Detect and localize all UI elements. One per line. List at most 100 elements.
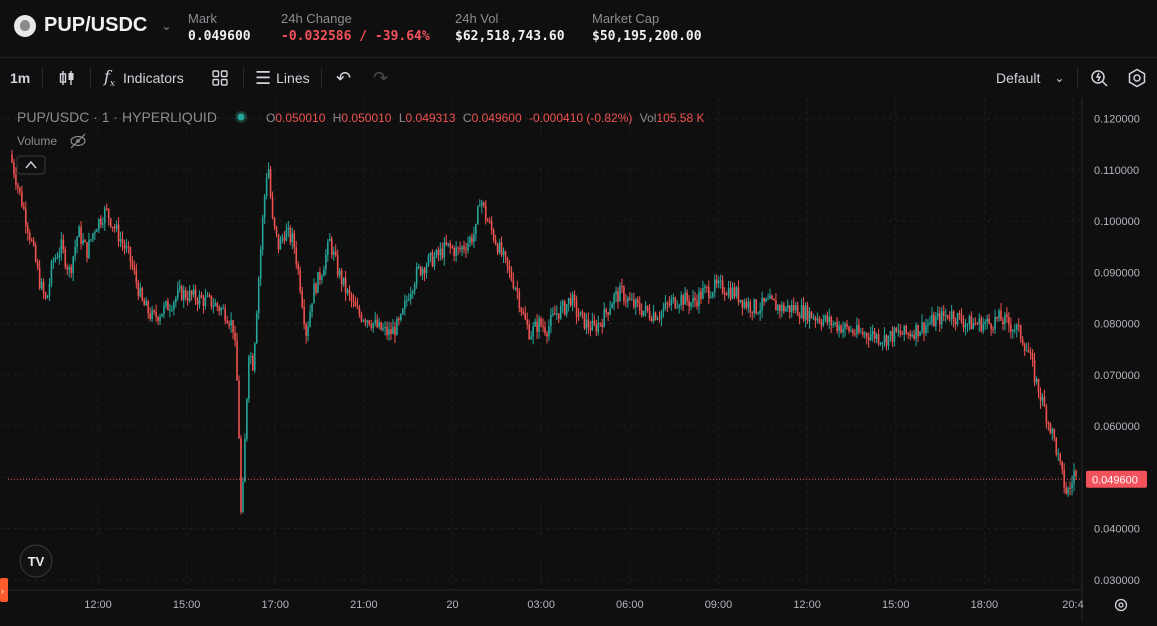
candle-body	[559, 305, 562, 319]
candle-body	[749, 302, 752, 312]
collapse-legend-button[interactable]	[16, 155, 46, 175]
hide-eye-icon[interactable]	[70, 133, 86, 149]
candle-body	[757, 313, 759, 315]
candle-body	[850, 330, 852, 332]
candle-body	[518, 291, 521, 308]
pair-selector[interactable]: PUP/USDC ⌄	[14, 14, 171, 37]
toolbar-divider	[321, 68, 322, 88]
candle-body	[1023, 344, 1026, 351]
candle-body	[1075, 470, 1077, 477]
candle-body	[238, 380, 240, 439]
candle-body	[184, 290, 187, 299]
candlestick-chart[interactable]: 0.120000 0.110000 0.100000 0.090000 0.080000…	[0, 98, 1157, 621]
candle-body	[1051, 429, 1054, 433]
candle-body	[419, 266, 422, 276]
candle-body	[644, 305, 647, 311]
candle-body	[516, 288, 519, 292]
candle-body	[804, 305, 807, 320]
candle-body	[988, 318, 990, 324]
lines-button[interactable]: ☰ Lines	[255, 58, 310, 98]
legend-l-label: L	[399, 111, 406, 125]
candle-body	[103, 208, 106, 224]
undo-icon[interactable]: ↶	[336, 67, 352, 88]
candle-body	[307, 326, 309, 336]
layouts-grid-icon[interactable]	[211, 58, 229, 98]
candle-body	[956, 313, 959, 324]
candle-body	[739, 299, 742, 302]
candle-body	[745, 301, 748, 308]
candle-body	[250, 355, 252, 357]
candle-body	[165, 301, 167, 306]
candle-body	[372, 323, 375, 328]
candle-body	[692, 297, 694, 303]
candle-body	[88, 239, 90, 258]
candle-body	[785, 308, 787, 312]
candle-body	[1033, 360, 1036, 383]
candle-body	[394, 327, 396, 336]
axis-settings-icon[interactable]	[1114, 598, 1128, 612]
candle-body	[471, 237, 473, 242]
candle-body	[603, 308, 605, 327]
candle-body	[826, 315, 829, 323]
candle-body	[68, 266, 71, 270]
candle-body	[255, 312, 258, 344]
candle-body	[188, 290, 191, 301]
time-tick-label: 21:00	[350, 599, 378, 611]
candle-body	[913, 334, 915, 339]
candle-body	[725, 294, 728, 296]
candle-body	[297, 264, 300, 270]
candle-body	[291, 233, 294, 243]
candle-body	[490, 221, 493, 231]
candle-body	[441, 248, 444, 258]
candle-body	[147, 301, 149, 314]
candle-body	[1043, 396, 1046, 407]
candle-body	[935, 316, 937, 327]
tradingview-logo-icon[interactable]: TV	[19, 544, 53, 578]
chevron-up-icon	[25, 160, 37, 169]
candle-body	[808, 311, 811, 322]
candle-body	[629, 297, 631, 300]
candle-body	[605, 308, 607, 313]
candle-body	[202, 297, 205, 306]
candle-body	[812, 317, 815, 319]
expand-panel-icon[interactable]: ›	[0, 578, 8, 602]
time-tick-label: 18:00	[971, 599, 999, 611]
chevron-down-icon[interactable]: ⌄	[161, 18, 172, 33]
svg-text:›: ›	[1, 586, 4, 596]
interval-button[interactable]: 1m	[10, 70, 31, 86]
candle-body	[658, 318, 661, 320]
candle-body	[891, 331, 894, 342]
candle-body	[117, 224, 120, 242]
price-axis[interactable]: 0.120000 0.110000 0.100000 0.090000 0.080000…	[1094, 114, 1140, 587]
candle-body	[790, 305, 793, 313]
candle-body	[153, 310, 155, 312]
candle-body	[909, 333, 911, 337]
layout-selector[interactable]: Default ⌄	[996, 58, 1064, 98]
candle-body	[76, 237, 78, 247]
redo-icon[interactable]: ↷	[373, 67, 389, 88]
candle-body	[228, 322, 230, 326]
candle-body	[459, 248, 461, 250]
candle-body	[323, 269, 325, 277]
candle-type-icon[interactable]	[58, 58, 76, 98]
candle-body	[832, 323, 834, 326]
candle-body	[469, 237, 471, 244]
time-tick-label: 20	[446, 599, 458, 611]
price-chart-area[interactable]: 0.120000 0.110000 0.100000 0.090000 0.080000…	[0, 98, 1157, 621]
indicators-button[interactable]: fx Indicators	[104, 58, 184, 98]
candle-body	[585, 319, 588, 329]
quick-search-icon[interactable]	[1090, 58, 1110, 98]
candle-body	[1049, 423, 1052, 433]
candle-body	[246, 398, 248, 440]
candle-body	[447, 243, 450, 245]
candle-body	[1021, 339, 1024, 345]
candle-body	[897, 330, 900, 332]
candle-body	[413, 284, 416, 292]
settings-gear-icon[interactable]	[1127, 58, 1147, 98]
change-value: -0.032586 / -39.64%	[281, 29, 430, 44]
candle-body	[976, 323, 979, 325]
candle-body	[477, 206, 479, 224]
candle-body	[1012, 329, 1014, 332]
candle-body	[1061, 461, 1063, 470]
time-axis[interactable]: 12:00 15:00 17:00 21:00 20 03:00 06:00 09:00 12:…	[84, 599, 1083, 611]
